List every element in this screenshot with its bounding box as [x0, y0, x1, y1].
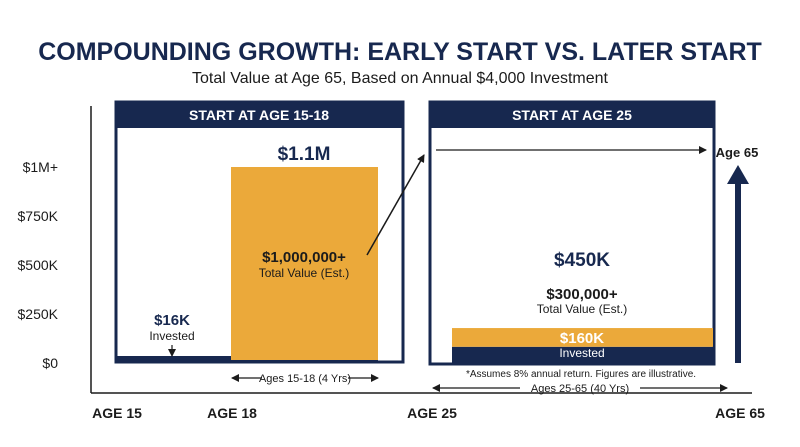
x-tick-label: AGE 18	[207, 405, 257, 421]
bar-invested-later	[452, 346, 713, 363]
span-label: Ages 25-65 (40 Yrs)	[531, 383, 629, 395]
x-tick-label: AGE 15	[92, 405, 142, 421]
y-tick-label: $500K	[18, 257, 59, 273]
panel-frame	[428, 100, 716, 366]
bar-growth-later	[452, 328, 713, 347]
bar-value-label: $300,000+	[546, 286, 618, 303]
x-tick-label: AGE 25	[407, 405, 457, 421]
y-tick-label: $250K	[18, 306, 59, 322]
bar-value-label: $1,000,000+	[262, 249, 346, 266]
up-arrow-shaft	[735, 180, 741, 363]
invested-value-label: $160K	[560, 330, 604, 347]
y-tick-label: $0	[42, 355, 58, 371]
panel-header	[430, 102, 714, 128]
span-label: Ages 15-18 (4 Yrs)	[259, 373, 351, 385]
panel-header-label: START AT AGE 15-18	[189, 107, 329, 123]
end-age-label: Age 65	[716, 145, 759, 160]
y-axis-ticks: $1M+ $750K $500K $250K $0	[18, 159, 59, 371]
connector-arrow-icon	[366, 154, 425, 256]
chart-subtitle: Total Value at Age 65, Based on Annual $…	[192, 70, 609, 87]
invested-value-label: $16K	[154, 312, 190, 329]
bar-caption: Total Value (Est.)	[537, 302, 627, 316]
invested-caption: Invested	[149, 329, 194, 343]
invested-caption: Invested	[559, 346, 604, 360]
bar-top-label: $1.1M	[278, 144, 331, 165]
y-tick-label: $1M+	[23, 159, 58, 175]
bar-top-label: $450K	[554, 250, 610, 271]
panel-early-start: START AT AGE 15-18 $1.1M $1,000,000+ Tot…	[114, 100, 405, 385]
chart-title: COMPOUNDING GROWTH: EARLY START VS. LATE…	[38, 38, 762, 66]
footnote: *Assumes 8% annual return. Figures are i…	[466, 369, 696, 380]
panel-later-start: START AT AGE 25 $450K $300,000+ Total Va…	[428, 100, 716, 366]
x-tick-label: AGE 65	[715, 405, 765, 421]
up-arrow-icon	[727, 165, 749, 184]
panel-header-label: START AT AGE 25	[512, 107, 632, 123]
bar-total-early	[231, 167, 378, 360]
y-tick-label: $750K	[18, 208, 59, 224]
panel-header	[116, 102, 403, 128]
bar-caption: Total Value (Est.)	[259, 266, 349, 280]
